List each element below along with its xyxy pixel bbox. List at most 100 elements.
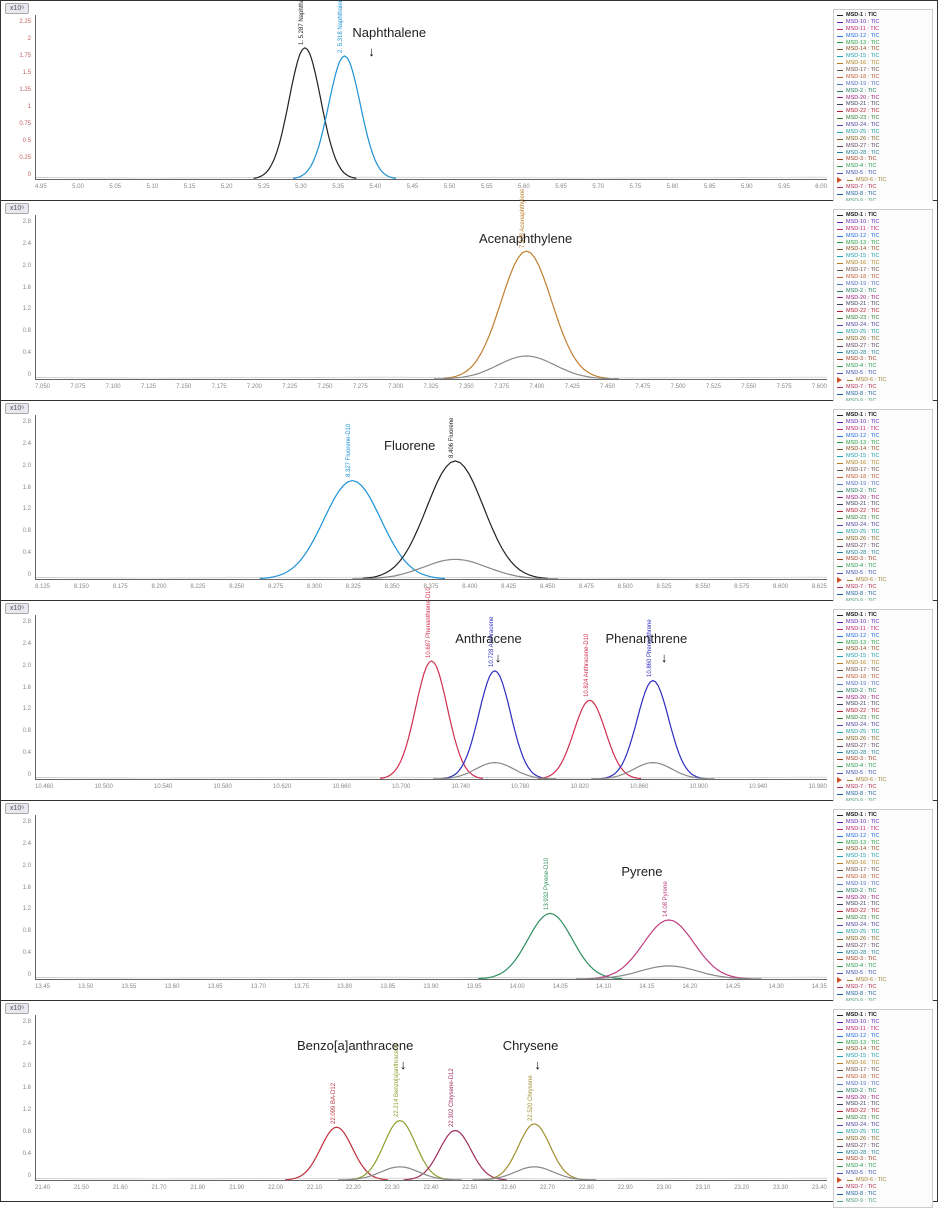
legend-item: MSD-18 : TIC [837,874,929,881]
x-tick-label: 22.10 [307,1185,322,1197]
legend-item-label: MSD-28 : TIC [846,150,880,157]
legend-item-label: MSD-4 : TIC [846,163,876,170]
x-tick-label: 6.00 [815,184,827,196]
legend-item-label: MSD-26 : TIC [846,936,880,943]
x-tick-label: 23.20 [734,1185,749,1197]
legend-item: MSD-18 : TIC [837,274,929,281]
x-tick-label: 5.75 [630,184,642,196]
legend-item-label: MSD-26 : TIC [846,736,880,743]
legend-item-label: MSD-10 : TIC [846,619,880,626]
legend-item: MSD-15 : TIC [837,653,929,660]
peak-curve [380,661,483,779]
legend-item-label: MSD-7 : TIC [846,984,876,991]
legend-item: MSD-28 : TIC [837,950,929,957]
legend-box: MSD-1 : TICMSD-10 : TICMSD-11 : TICMSD-1… [833,809,933,1008]
x-tick-label: 8.425 [501,584,516,596]
legend-item-label: MSD-7 : TIC [846,584,876,591]
legend-item-label: MSD-6 : TIC [856,777,886,784]
x-tick-label: 14.00 [510,984,525,996]
y-tick-label: 0 [9,172,31,178]
legend-item-label: MSD-27 : TIC [846,343,880,350]
legend-item-label: MSD-27 : TIC [846,743,880,750]
legend-item: MSD-16 : TIC [837,260,929,267]
legend-item-label: MSD-6 : TIC [856,977,886,984]
x-axis-labels: 4.955.005.055.105.155.205.255.305.355.40… [35,184,827,196]
legend-item: MSD-9 : TIC [837,1198,929,1205]
legend-item-label: MSD-4 : TIC [846,363,876,370]
x-tick-label: 14.15 [639,984,654,996]
peak-label: 14.08 Pyrene [663,881,669,917]
legend-item: MSD-13 : TIC [837,840,929,847]
y-tick-label: 0 [9,972,31,978]
legend-item: MSD-22 : TIC [837,508,929,515]
x-tick-label: 22.80 [579,1185,594,1197]
peak-label: 1. 5.287 Naphthalene-D8 [299,0,305,45]
legend-item: MSD-18 : TIC [837,674,929,681]
legend-item: MSD-8 : TIC [837,591,929,598]
legend-item-label: MSD-16 : TIC [846,660,880,667]
legend-item-label: MSD-19 : TIC [846,281,880,288]
compound-annotation: Phenanthrene [606,631,688,646]
legend-item-label: MSD-7 : TIC [846,184,876,191]
legend-item: MSD-13 : TIC [837,640,929,647]
x-tick-label: 8.325 [346,584,361,596]
x-tick-label: 10.780 [511,784,529,796]
legend-item: MSD-16 : TIC [837,60,929,67]
x-tick-label: 8.600 [773,584,788,596]
legend-item: MSD-11 : TIC [837,826,929,833]
legend-item: MSD-4 : TIC [837,963,929,970]
legend-item: MSD-18 : TIC [837,1074,929,1081]
legend-item-label: MSD-8 : TIC [846,591,876,598]
legend-item: MSD-20 : TIC [837,295,929,302]
legend-item-label: MSD-8 : TIC [846,1191,876,1198]
legend-item-label: MSD-19 : TIC [846,681,880,688]
legend-item-label: MSD-13 : TIC [846,640,880,647]
legend-item-label: MSD-25 : TIC [846,329,880,336]
x-tick-label: 8.200 [152,584,167,596]
legend-item-label: MSD-5 : TIC [846,170,876,177]
legend-item-label: MSD-1 : TIC [846,12,877,19]
legend-item-label: MSD-22 : TIC [846,508,880,515]
x-tick-label: 5.70 [592,184,604,196]
legend-item-label: MSD-23 : TIC [846,115,880,122]
chromatogram-panel-acenaphthylene: x10⁶00.40.81.21.62.02.42.87.308 Acenapht… [1,201,937,401]
legend-item: MSD-4 : TIC [837,363,929,370]
legend-item-label: MSD-28 : TIC [846,750,880,757]
legend-item-label: MSD-2 : TIC [846,488,876,495]
x-tick-label: 10.980 [809,784,827,796]
chart-svg [36,1015,827,1180]
x-tick-label: 13.80 [337,984,352,996]
x-tick-label: 8.400 [462,584,477,596]
legend-item-label: MSD-14 : TIC [846,246,880,253]
legend-item: MSD-6 : TIC [837,377,929,384]
x-tick-label: 7.425 [565,384,580,396]
legend-item: MSD-21 : TIC [837,501,929,508]
legend-item: MSD-11 : TIC [837,626,929,633]
x-axis-labels: 10.46010.50010.54010.58010.62010.66010.7… [35,784,827,796]
chromatogram-panel-fluorene: x10⁶00.40.81.21.62.02.42.88.327 Fluorene… [1,401,937,601]
legend-item-label: MSD-15 : TIC [846,253,880,260]
chromatogram-stack: x10⁶00.250.50.7511.251.51.7522.251. 5.28… [0,0,938,1202]
legend-item-label: MSD-11 : TIC [846,226,879,233]
chart-svg [36,215,827,379]
compound-annotation: Benzo[a]anthracene [297,1038,413,1053]
legend-item-label: MSD-25 : TIC [846,929,880,936]
legend-item-label: MSD-2 : TIC [846,1088,876,1095]
legend-item: MSD-17 : TIC [837,267,929,274]
x-tick-label: 10.540 [154,784,172,796]
x-tick-label: 7.475 [635,384,650,396]
legend-item: MSD-17 : TIC [837,1067,929,1074]
x-tick-label: 5.00 [72,184,84,196]
legend-item: MSD-24 : TIC [837,922,929,929]
x-tick-label: 5.10 [146,184,158,196]
y-tick-label: 0.4 [9,750,31,756]
x-tick-label: 8.475 [579,584,594,596]
y-tick-label: 1.75 [9,53,31,59]
legend-item-label: MSD-27 : TIC [846,1143,880,1150]
x-axis-labels: 13.4513.5013.5513.6013.6513.7013.7513.80… [35,984,827,996]
chart-svg [36,15,827,179]
legend-item-label: MSD-28 : TIC [846,950,880,957]
legend-item: MSD-24 : TIC [837,1122,929,1129]
legend-box: MSD-1 : TICMSD-10 : TICMSD-11 : TICMSD-1… [833,209,933,408]
legend-item: MSD-5 : TIC [837,970,929,977]
